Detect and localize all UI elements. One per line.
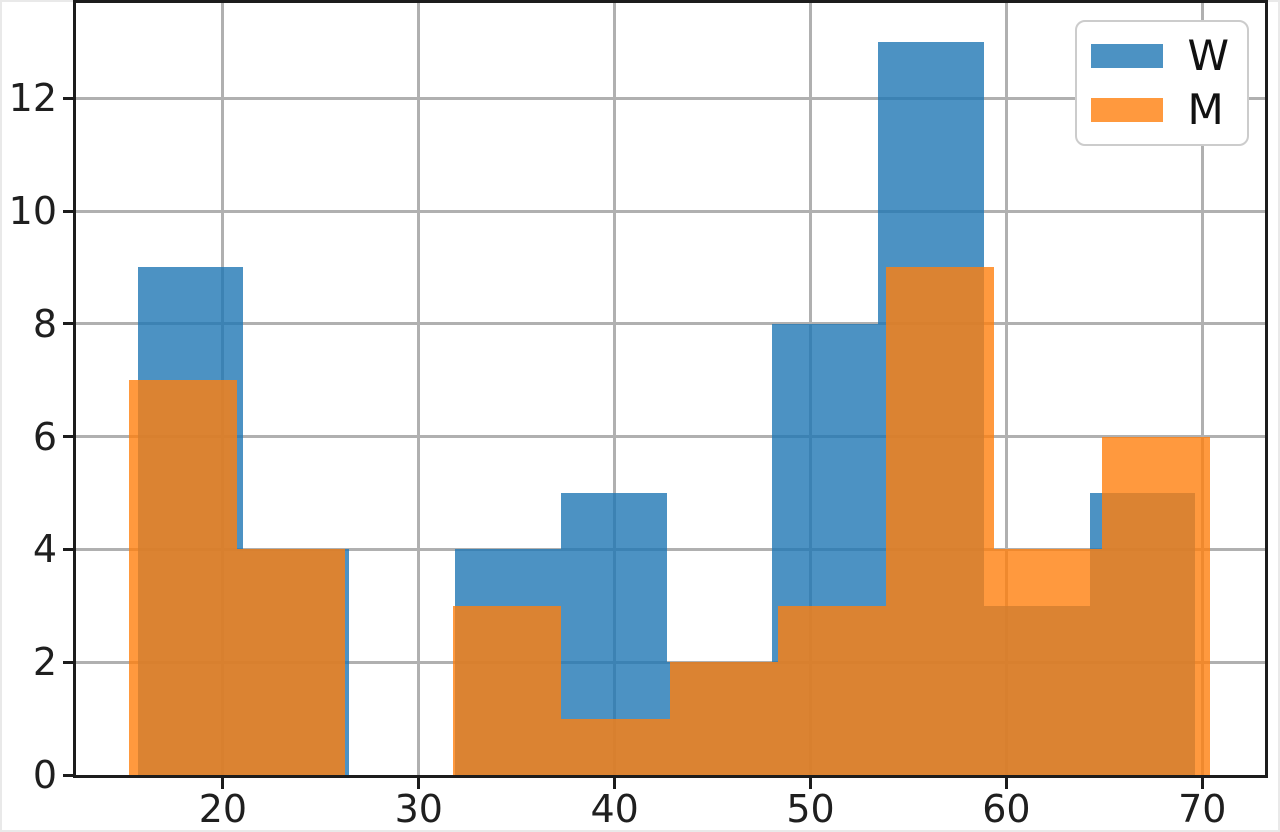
- y-tick-mark: [63, 322, 74, 326]
- grid-line-vertical: [613, 3, 617, 775]
- plot-area: W M: [76, 3, 1265, 775]
- y-tick-label: 8: [32, 301, 57, 346]
- legend-item-w: W: [1091, 34, 1229, 78]
- y-tick-label: 10: [8, 189, 57, 234]
- bar-m-bin6: [777, 605, 886, 775]
- grid-line-horizontal: [76, 435, 1265, 439]
- grid-line-horizontal: [76, 547, 1265, 551]
- axes-frame: W M: [73, 0, 1268, 778]
- y-tick-mark: [63, 209, 74, 213]
- bar-m-bin5: [669, 662, 778, 775]
- bar-m-bin8: [993, 549, 1103, 775]
- grid-line-horizontal: [76, 660, 1265, 664]
- grid-line-horizontal: [76, 209, 1265, 213]
- grid-line-vertical: [1004, 3, 1008, 775]
- grid-line-horizontal: [76, 322, 1265, 326]
- x-tick-label: 60: [982, 787, 1031, 831]
- x-tick-mark: [1200, 778, 1204, 789]
- bar-m-bin0: [128, 380, 237, 775]
- x-tick-mark: [809, 778, 813, 789]
- bar-m-bin9: [1102, 436, 1211, 775]
- y-tick-label: 12: [8, 76, 57, 121]
- y-tick-label: 6: [32, 414, 57, 459]
- x-tick-label: 20: [198, 787, 248, 831]
- y-tick-mark: [63, 96, 74, 100]
- legend-label-m: M: [1187, 85, 1224, 134]
- bar-m-bin1: [237, 549, 346, 775]
- y-tick-mark: [63, 547, 74, 551]
- bar-m-bin3: [453, 605, 562, 775]
- y-tick-mark: [63, 435, 74, 439]
- y-tick-label: 2: [32, 640, 57, 685]
- y-tick-mark: [63, 660, 74, 664]
- legend-swatch-w: [1091, 44, 1164, 68]
- legend-swatch-m: [1091, 98, 1164, 122]
- x-tick-label: 40: [590, 787, 639, 831]
- legend: W M: [1075, 20, 1249, 146]
- x-tick-mark: [1004, 778, 1008, 789]
- y-tick-label: 0: [32, 753, 57, 797]
- x-tick-label: 50: [786, 787, 835, 831]
- bar-m-bin7: [885, 267, 994, 775]
- x-tick-label: 70: [1178, 787, 1227, 831]
- grid-line-vertical: [1200, 3, 1204, 775]
- x-tick-mark: [613, 778, 617, 789]
- grid-line-horizontal: [76, 96, 1265, 100]
- grid-line-vertical: [417, 3, 421, 775]
- legend-item-m: M: [1091, 88, 1229, 132]
- x-tick-mark: [221, 778, 225, 789]
- y-tick-label: 4: [32, 527, 57, 572]
- legend-label-w: W: [1187, 31, 1229, 80]
- bar-m-bin4: [561, 718, 670, 775]
- y-tick-mark: [63, 773, 74, 777]
- x-tick-mark: [417, 778, 421, 789]
- x-tick-label: 30: [394, 787, 443, 831]
